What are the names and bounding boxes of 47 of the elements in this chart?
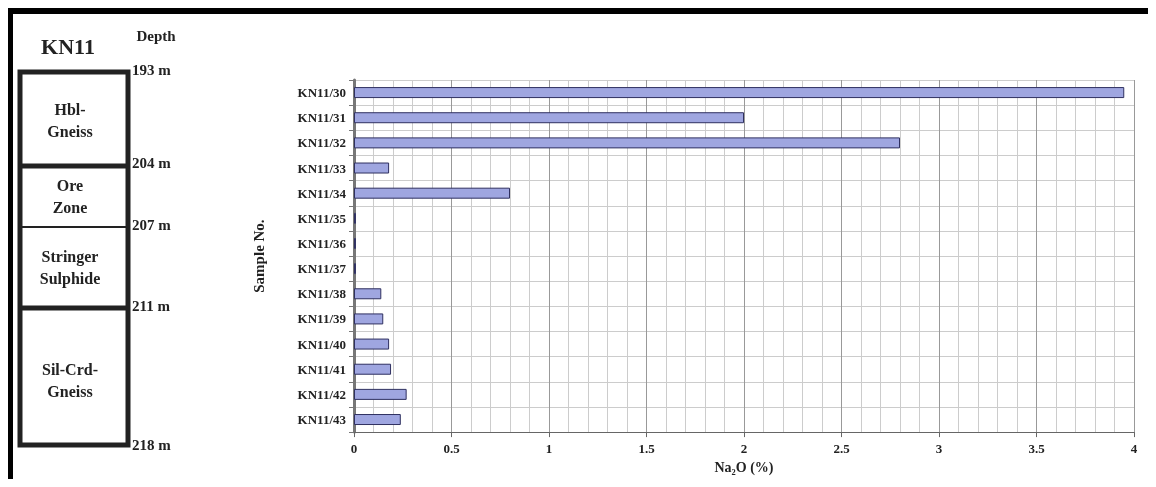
bar [354,414,401,426]
y-tick-label: KN11/37 [297,261,347,277]
text: Hbl- Gneiss [47,100,93,140]
bar [354,313,384,325]
text: Ore Zone [52,176,88,216]
y-tick-label: KN11/41 [297,361,346,377]
x-tick-label: 4 [1130,441,1138,457]
bar [354,288,382,300]
y-tick-label: KN11/33 [297,160,347,176]
x-axis-title: Na₂O (%) [714,459,774,476]
text: 218 m [132,437,172,453]
text: 211 m [132,298,171,314]
bar [354,162,390,174]
x-tick-label: 1 [545,441,553,457]
y-tick-label: KN11/39 [297,311,347,327]
y-axis-title: Sample No. [250,219,267,293]
x-tick-label: 3 [935,441,943,457]
text: Stringer Sulphide [39,247,101,288]
y-tick-label: KN11/43 [297,412,347,428]
y-tick-label: KN11/38 [297,286,347,302]
y-tick-label: KN11/32 [297,135,346,151]
x-tick-label: 0 [350,441,358,457]
y-tick-label: KN11/40 [297,336,346,352]
y-tick-label: KN11/34 [297,185,347,201]
y-tick-label: KN11/30 [297,85,346,101]
bar [354,187,510,199]
text: Sil-Crd- Gneiss [42,360,98,400]
bar [354,87,1125,99]
x-tick-label: 1.5 [638,441,656,457]
bar [354,137,900,149]
y-tick-label: KN11/31 [297,110,346,126]
text: 193 m [132,62,172,78]
bar [354,338,390,350]
x-tick-label: 0.5 [443,441,461,457]
x-tick-label: 2 [740,441,748,457]
x-tick-label: 3.5 [1028,441,1046,457]
bar [354,363,392,375]
bar [354,388,407,400]
y-tick-label: KN11/42 [297,386,346,402]
text: KN11 [41,33,95,59]
text: 207 m [132,217,172,233]
text: 204 m [132,155,172,171]
x-tick-label: 2.5 [833,441,851,457]
bar [354,112,744,124]
y-tick-label: KN11/35 [297,210,347,226]
text: Depth [136,28,177,44]
y-tick-label: KN11/36 [297,235,347,251]
